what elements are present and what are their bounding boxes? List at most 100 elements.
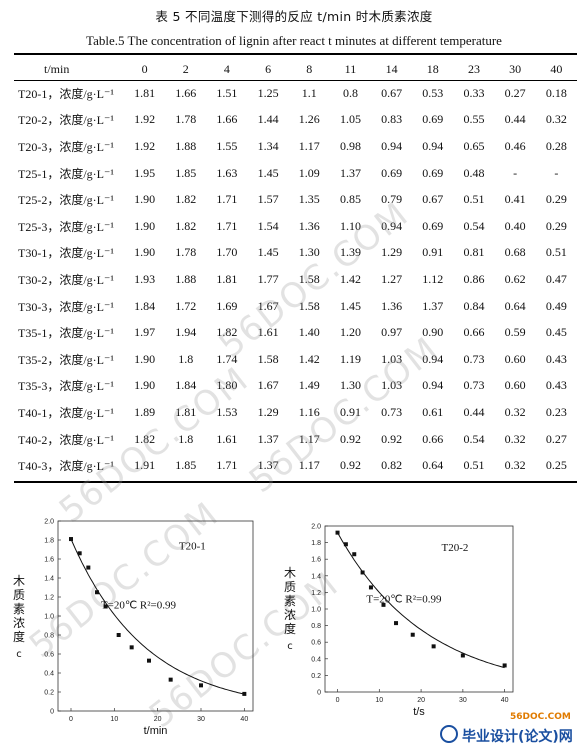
- data-point: [368, 585, 373, 590]
- value-cell: 0.51: [463, 458, 485, 473]
- value-cell: 1.71: [216, 192, 238, 207]
- value-cell: 1.82: [175, 218, 197, 233]
- value-cell: 0.45: [545, 325, 567, 340]
- chart2-ylabel-unit: c: [287, 641, 293, 652]
- value-cell: 0.51: [545, 245, 567, 260]
- data-point: [129, 645, 134, 650]
- data-point: [410, 632, 415, 637]
- header-time-cell: 8: [306, 61, 313, 76]
- footer-brand: 毕业设计(论文)网: [462, 729, 573, 745]
- data-point: [199, 683, 203, 688]
- value-cell: 0.53: [422, 85, 444, 100]
- x-tick-label: 40: [501, 697, 509, 704]
- value-cell: 0.65: [463, 138, 485, 153]
- value-cell: 1.72: [175, 298, 197, 313]
- value-cell: 1.17: [298, 138, 320, 153]
- value-cell: 1.19: [339, 351, 361, 366]
- value-cell: 1.36: [381, 298, 403, 313]
- value-cell: 1.81: [216, 271, 238, 286]
- value-cell: 0.73: [381, 404, 403, 419]
- header-time-cell: 6: [265, 61, 272, 76]
- value-cell: 1.09: [298, 165, 320, 180]
- row-label: T35-2，浓度/g·L⁻¹: [18, 352, 114, 367]
- value-cell: 1.8: [178, 431, 194, 446]
- value-cell: 0.98: [339, 138, 361, 153]
- data-point: [502, 663, 507, 668]
- value-cell: 1.67: [257, 298, 279, 313]
- value-cell: 0.97: [381, 325, 403, 340]
- value-cell: 1.42: [298, 351, 320, 366]
- value-cell: 1.44: [257, 112, 279, 127]
- value-cell: 0.32: [504, 458, 526, 473]
- value-cell: 0.84: [463, 298, 485, 313]
- table-row: T25-3，浓度/g·L⁻¹ 1.90 1.82 1.71 1.54 1.36 1.10 0.…: [14, 213, 577, 240]
- y-tick-label: 0.8: [44, 633, 54, 640]
- value-cell: 0.54: [463, 218, 485, 233]
- value-cell: 1.10: [339, 218, 361, 233]
- data-point: [335, 530, 340, 535]
- y-tick-label: 1.6: [44, 557, 54, 564]
- value-cell: 1.61: [257, 325, 279, 340]
- value-cell: 0.51: [463, 192, 485, 207]
- table-row: T20-2，浓度/g·L⁻¹ 1.92 1.78 1.66 1.44 1.26 1.05 0.…: [14, 107, 577, 134]
- value-cell: 1.92: [134, 138, 156, 153]
- value-cell: 1.37: [422, 298, 444, 313]
- value-cell: 0.60: [504, 378, 526, 393]
- value-cell: 1.84: [134, 298, 156, 313]
- data-point: [242, 691, 247, 696]
- value-cell: 1.45: [257, 245, 279, 260]
- value-cell: 0.47: [545, 271, 567, 286]
- value-cell: 1.45: [257, 165, 279, 180]
- y-tick-label: 0.8: [311, 623, 321, 630]
- value-cell: 0.92: [339, 431, 361, 446]
- row-label: T35-1，浓度/g·L⁻¹: [18, 326, 114, 341]
- value-cell: 0.46: [504, 138, 526, 153]
- value-cell: 1.30: [339, 378, 361, 393]
- value-cell: 1.91: [134, 458, 156, 473]
- header-time-cell: 0: [141, 61, 148, 76]
- footer-logo-icon: [440, 725, 458, 743]
- value-cell: 0.94: [422, 378, 444, 393]
- row-label: T30-3，浓度/g·L⁻¹: [18, 299, 114, 314]
- header-time-cell: 40: [550, 61, 563, 76]
- value-cell: 1.29: [257, 404, 279, 419]
- table-row: T20-1，浓度/g·L⁻¹ 1.81 1.66 1.51 1.25 1.1 0.8 0.67…: [14, 80, 577, 107]
- value-cell: -: [513, 165, 518, 180]
- value-cell: 0.48: [463, 165, 485, 180]
- x-tick-label: 40: [240, 716, 248, 723]
- value-cell: 0.69: [422, 218, 444, 233]
- value-cell: 0.66: [463, 325, 485, 340]
- table-row: T35-2，浓度/g·L⁻¹ 1.90 1.8 1.74 1.58 1.42 1.19 1.0…: [14, 346, 577, 373]
- value-cell: 0.59: [504, 325, 526, 340]
- data-point: [343, 542, 348, 547]
- value-cell: 1.90: [134, 245, 156, 260]
- value-cell: 1.53: [216, 404, 238, 419]
- data-point: [95, 590, 99, 595]
- chart-annotation: T=20℃ R²=0.99: [101, 599, 177, 611]
- x-tick-label: 10: [110, 716, 118, 723]
- value-cell: 0.94: [422, 138, 444, 153]
- value-cell: 0.33: [463, 85, 485, 100]
- plot-frame: [57, 520, 254, 712]
- table-row: T30-1，浓度/g·L⁻¹ 1.90 1.78 1.70 1.45 1.30 1.39 1.…: [14, 240, 577, 267]
- table-row: T40-2，浓度/g·L⁻¹ 1.82 1.8 1.61 1.37 1.17 0.92 0.9…: [14, 426, 577, 453]
- header-time-cell: 30: [509, 61, 522, 76]
- value-cell: 0.62: [504, 271, 526, 286]
- value-cell: 1.82: [134, 431, 156, 446]
- y-tick-label: 1.2: [44, 595, 54, 602]
- value-cell: 0.8: [342, 85, 358, 100]
- value-cell: 1.77: [257, 271, 279, 286]
- row-label: T40-1，浓度/g·L⁻¹: [18, 405, 114, 420]
- value-cell: 0.91: [339, 404, 361, 419]
- row-label: T20-3，浓度/g·L⁻¹: [18, 139, 114, 154]
- value-cell: 1.16: [298, 404, 320, 419]
- value-cell: 1.17: [298, 431, 320, 446]
- value-cell: 1.35: [298, 192, 320, 207]
- y-tick-label: 1.8: [311, 540, 321, 547]
- footer-site: 56DOC.COM: [510, 712, 571, 722]
- value-cell: 0.32: [504, 404, 526, 419]
- x-tick-label: 0: [69, 716, 73, 723]
- value-cell: 0.91: [422, 245, 444, 260]
- value-cell: 1.66: [175, 85, 197, 100]
- value-cell: 0.66: [422, 431, 444, 446]
